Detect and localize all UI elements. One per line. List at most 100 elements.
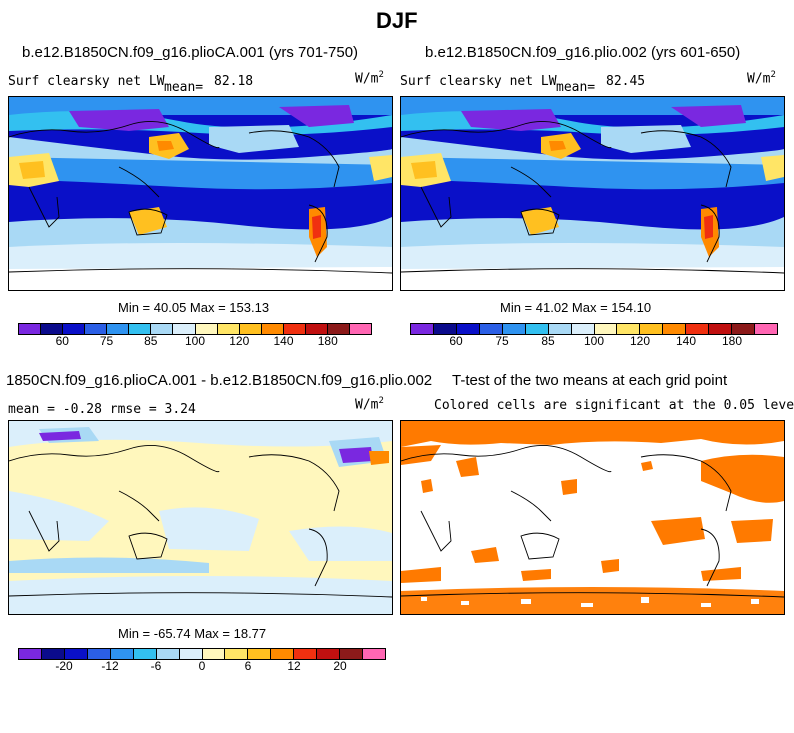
colorbar-swatch	[349, 324, 371, 334]
panel-a-minmax: Min = 40.05 Max = 153.13	[118, 300, 270, 315]
colorbar-swatch	[151, 324, 174, 334]
colorbar-swatch	[294, 649, 318, 659]
colorbar-b	[410, 323, 778, 335]
panel-b-variable: Surf clearsky net LW	[400, 74, 557, 89]
colorbar-swatch	[41, 324, 64, 334]
colorbar-swatch	[594, 324, 618, 334]
map-panel-a	[8, 96, 393, 291]
map-panel-d	[400, 420, 785, 615]
colorbar-tick-label: 180	[721, 334, 743, 348]
colorbar-swatch	[19, 324, 42, 334]
colorbar-swatch	[433, 324, 457, 334]
colorbar-swatch	[663, 324, 687, 334]
colorbar-swatch	[248, 649, 272, 659]
colorbar-tick-label: 100	[583, 334, 605, 348]
panel-a-mean: 82.18	[214, 74, 254, 89]
colorbar-swatch	[709, 324, 733, 334]
colorbar-swatch	[317, 649, 341, 659]
panel-b-minmax: Min = 41.02 Max = 154.10	[500, 300, 652, 315]
panel-b-mean-label: mean=	[556, 80, 596, 95]
colorbar-c-ticks: -20 -12 -6 0 6 12 20	[18, 659, 384, 675]
colorbar-swatch	[571, 324, 595, 334]
colorbar-swatch	[340, 649, 364, 659]
colorbar-tick-label: -12	[101, 659, 119, 673]
colorbar-swatch	[261, 324, 284, 334]
colorbar-swatch	[755, 324, 777, 334]
colorbar-tick-label: 20	[333, 659, 347, 673]
panel-a-case: b.e12.B1850CN.f09_g16.plioCA.001 (yrs 70…	[22, 44, 359, 61]
colorbar-swatch	[479, 324, 503, 334]
colorbar-tick-label: 12	[287, 659, 301, 673]
colorbar-swatch	[129, 324, 152, 334]
colorbar-swatch	[305, 324, 328, 334]
colorbar-swatch	[548, 324, 572, 334]
colorbar-swatch	[41, 649, 65, 659]
panel-b-case: b.e12.B1850CN.f09_g16.plio.002 (yrs 601-…	[425, 44, 741, 61]
colorbar-swatch	[133, 649, 157, 659]
panel-b-units: W/m2	[747, 70, 776, 87]
map-d-significance	[401, 421, 784, 614]
panel-b-mean: 82.45	[606, 74, 646, 89]
colorbar-tick-label: 120	[629, 334, 651, 348]
colorbar-swatch	[363, 649, 385, 659]
page-title: DJF	[376, 8, 418, 33]
colorbar-swatch	[502, 324, 526, 334]
colorbar-tick-label: 120	[229, 334, 250, 348]
colorbar-swatch	[63, 324, 86, 334]
colorbar-swatch	[179, 649, 203, 659]
panel-d-note: Colored cells are significant at the 0.0…	[434, 398, 794, 413]
panel-d-title: T-test of the two means at each grid poi…	[452, 372, 728, 389]
colorbar-swatch	[225, 649, 249, 659]
colorbar-swatch	[327, 324, 350, 334]
colorbar-swatch	[283, 324, 306, 334]
colorbar-tick-label: 140	[273, 334, 294, 348]
colorbar-b-ticks: 60 75 85 100 120 140 180	[410, 334, 776, 350]
colorbar-swatch	[617, 324, 641, 334]
colorbar-swatch	[217, 324, 240, 334]
colorbar-tick-label: -20	[55, 659, 73, 673]
colorbar-tick-label: 75	[99, 334, 114, 348]
panel-a-mean-label: mean=	[164, 80, 204, 95]
colorbar-swatch	[87, 649, 111, 659]
colorbar-tick-label: 140	[675, 334, 697, 348]
colorbar-swatch	[202, 649, 226, 659]
colorbar-tick-label: 6	[244, 659, 252, 673]
colorbar-tick-label: 60	[55, 334, 69, 348]
colorbar-tick-label: 85	[541, 334, 555, 348]
colorbar-swatch	[732, 324, 756, 334]
map-panel-b	[400, 96, 785, 291]
panel-c-case: 1850CN.f09_g16.plioCA.001 - b.e12.B1850C…	[6, 372, 433, 389]
colorbar-swatch	[456, 324, 480, 334]
colorbar-swatch	[173, 324, 196, 334]
colorbar-tick-label: 60	[449, 334, 463, 348]
colorbar-swatch	[85, 324, 108, 334]
colorbar-tick-label: 0	[198, 659, 206, 673]
colorbar-swatch	[686, 324, 710, 334]
panel-a-variable: Surf clearsky net LW	[8, 74, 165, 89]
map-a-field	[9, 97, 392, 290]
colorbar-swatch	[64, 649, 88, 659]
colorbar-swatch	[107, 324, 130, 334]
panel-c-units: W/m2	[355, 396, 384, 413]
colorbar-swatch	[195, 324, 218, 334]
colorbar-swatch	[271, 649, 295, 659]
map-b-field	[401, 97, 784, 290]
map-panel-c	[8, 420, 393, 615]
colorbar-swatch	[525, 324, 549, 334]
colorbar-tick-label: 85	[144, 334, 158, 348]
colorbar-swatch	[110, 649, 134, 659]
colorbar-swatch	[19, 649, 42, 659]
colorbar-swatch	[239, 324, 262, 334]
panel-c-minmax: Min = -65.74 Max = 18.77	[118, 626, 267, 641]
colorbar-tick-label: -6	[150, 659, 162, 673]
panel-a-units: W/m2	[355, 70, 384, 87]
panel-c-stats: mean = -0.28 rmse = 3.24	[8, 402, 196, 417]
colorbar-swatch	[411, 324, 434, 334]
colorbar-a	[18, 323, 372, 335]
colorbar-swatch	[640, 324, 664, 334]
colorbar-a-ticks: 60 75 85 100 120 140 180	[18, 334, 370, 350]
colorbar-tick-label: 75	[495, 334, 509, 348]
colorbar-tick-label: 100	[184, 334, 206, 348]
colorbar-tick-label: 180	[317, 334, 338, 348]
map-c-field	[9, 421, 392, 614]
